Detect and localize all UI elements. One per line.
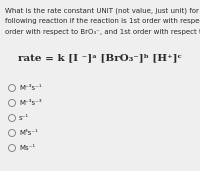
Text: M³s⁻¹: M³s⁻¹ (19, 130, 38, 136)
Text: What is the rate constant UNIT (not value, just unit) for the: What is the rate constant UNIT (not valu… (5, 8, 200, 15)
Text: order with respect to BrO₃⁻, and 1st order with respect to H⁺?: order with respect to BrO₃⁻, and 1st ord… (5, 28, 200, 35)
Text: s⁻¹: s⁻¹ (19, 115, 29, 121)
Text: rate = k [I ⁻]ᵃ [BrO₃⁻]ᵇ [H⁺]ᶜ: rate = k [I ⁻]ᵃ [BrO₃⁻]ᵇ [H⁺]ᶜ (18, 53, 182, 62)
Text: M⁻³s⁻³: M⁻³s⁻³ (19, 100, 42, 106)
Text: M⁻³s⁻¹: M⁻³s⁻¹ (19, 85, 42, 91)
Text: following reaction if the reaction is 1st order with respect to I⁻, 2nd: following reaction if the reaction is 1s… (5, 18, 200, 24)
Text: Ms⁻¹: Ms⁻¹ (19, 145, 35, 151)
